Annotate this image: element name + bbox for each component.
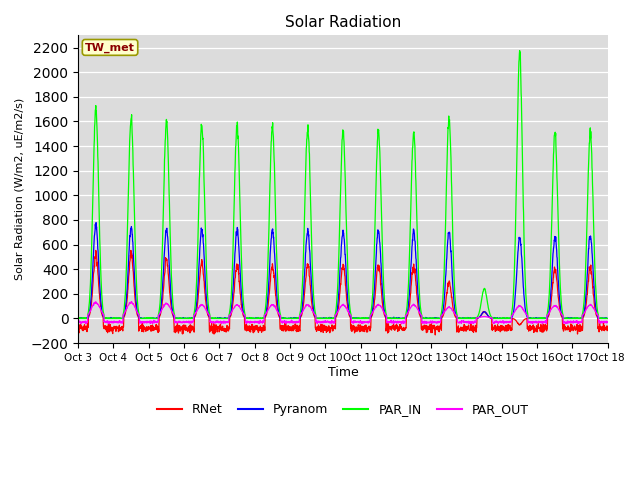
Pyranom <box>557 309 565 315</box>
RNet <box>557 313 565 319</box>
PAR_OUT <box>497 319 505 325</box>
Pyranom <box>92 220 100 226</box>
Legend: RNet, Pyranom, PAR_IN, PAR_OUT: RNet, Pyranom, PAR_IN, PAR_OUT <box>152 398 534 421</box>
PAR_OUT <box>572 320 580 325</box>
Pyranom <box>358 315 366 321</box>
Pyranom <box>370 296 378 301</box>
PAR_IN <box>572 315 580 321</box>
PAR_OUT <box>128 299 136 304</box>
Line: RNet: RNet <box>78 251 608 335</box>
PAR_OUT <box>358 320 366 326</box>
PAR_IN <box>516 48 524 53</box>
RNet <box>572 327 580 333</box>
PAR_IN <box>358 315 366 321</box>
Y-axis label: Solar Radiation (W/m2, uE/m2/s): Solar Radiation (W/m2, uE/m2/s) <box>15 98 25 280</box>
PAR_IN <box>370 267 378 273</box>
Text: TW_met: TW_met <box>85 42 135 52</box>
Title: Solar Radiation: Solar Radiation <box>285 15 401 30</box>
PAR_OUT <box>604 319 612 324</box>
Pyranom <box>74 315 82 321</box>
PAR_OUT <box>222 319 230 324</box>
PAR_OUT <box>397 321 405 327</box>
RNet <box>222 329 230 335</box>
RNet <box>604 325 612 331</box>
PAR_OUT <box>74 319 82 325</box>
PAR_OUT <box>370 308 378 313</box>
RNet <box>431 332 439 338</box>
RNet <box>74 326 82 332</box>
PAR_IN <box>222 315 230 321</box>
PAR_OUT <box>557 311 565 316</box>
PAR_IN <box>76 315 83 321</box>
X-axis label: Time: Time <box>328 365 358 379</box>
RNet <box>370 305 378 311</box>
Pyranom <box>222 315 230 321</box>
RNet <box>127 248 135 253</box>
RNet <box>497 323 505 329</box>
PAR_IN <box>557 300 565 306</box>
Line: PAR_OUT: PAR_OUT <box>78 301 608 324</box>
Pyranom <box>572 315 580 321</box>
PAR_IN <box>497 315 504 321</box>
RNet <box>358 327 366 333</box>
Line: PAR_IN: PAR_IN <box>78 50 608 318</box>
Line: Pyranom: Pyranom <box>78 223 608 318</box>
Pyranom <box>604 315 612 321</box>
PAR_IN <box>74 315 82 321</box>
PAR_IN <box>604 315 612 321</box>
Pyranom <box>497 315 504 321</box>
